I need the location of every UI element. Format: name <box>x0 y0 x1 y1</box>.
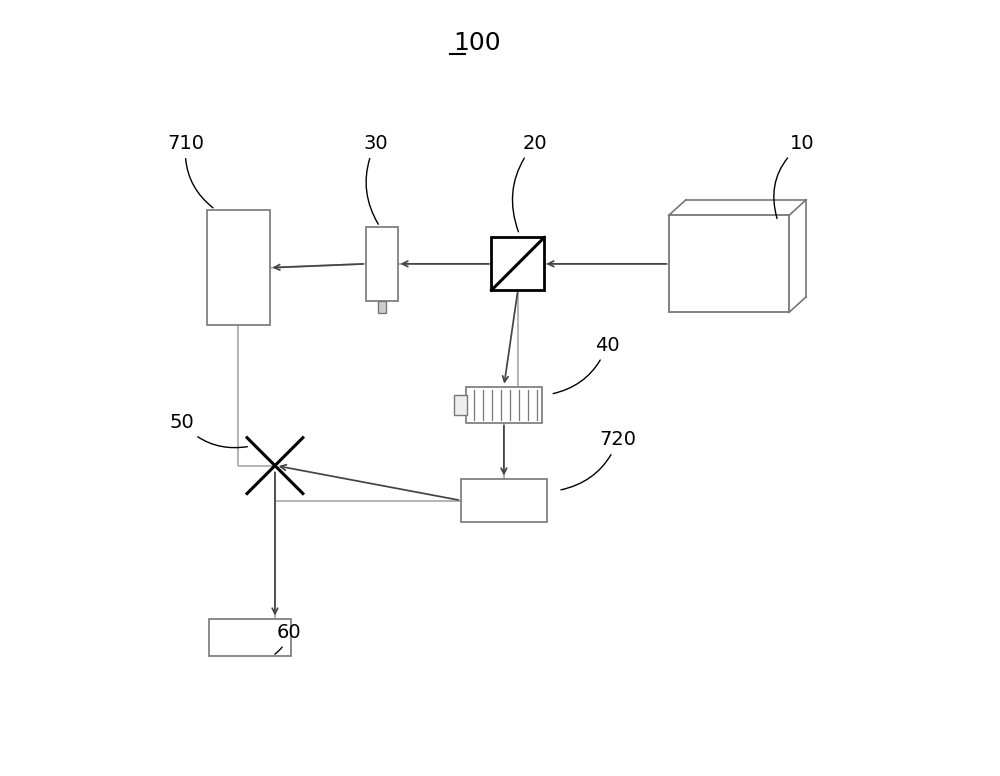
Bar <box>454 395 467 415</box>
Text: 100: 100 <box>453 31 501 54</box>
Bar <box>466 387 542 423</box>
Text: 60: 60 <box>275 623 301 654</box>
Bar <box>366 227 398 300</box>
Text: 50: 50 <box>169 414 247 448</box>
Text: 40: 40 <box>553 336 619 393</box>
Text: 710: 710 <box>167 134 213 208</box>
Bar <box>209 619 291 656</box>
Bar <box>491 237 544 290</box>
Bar <box>378 300 386 313</box>
Text: 30: 30 <box>364 134 388 224</box>
Text: 10: 10 <box>774 134 815 219</box>
Bar <box>461 480 547 522</box>
Text: 720: 720 <box>561 431 636 490</box>
Text: 20: 20 <box>512 134 547 232</box>
Bar <box>669 215 789 312</box>
Bar <box>207 210 270 325</box>
